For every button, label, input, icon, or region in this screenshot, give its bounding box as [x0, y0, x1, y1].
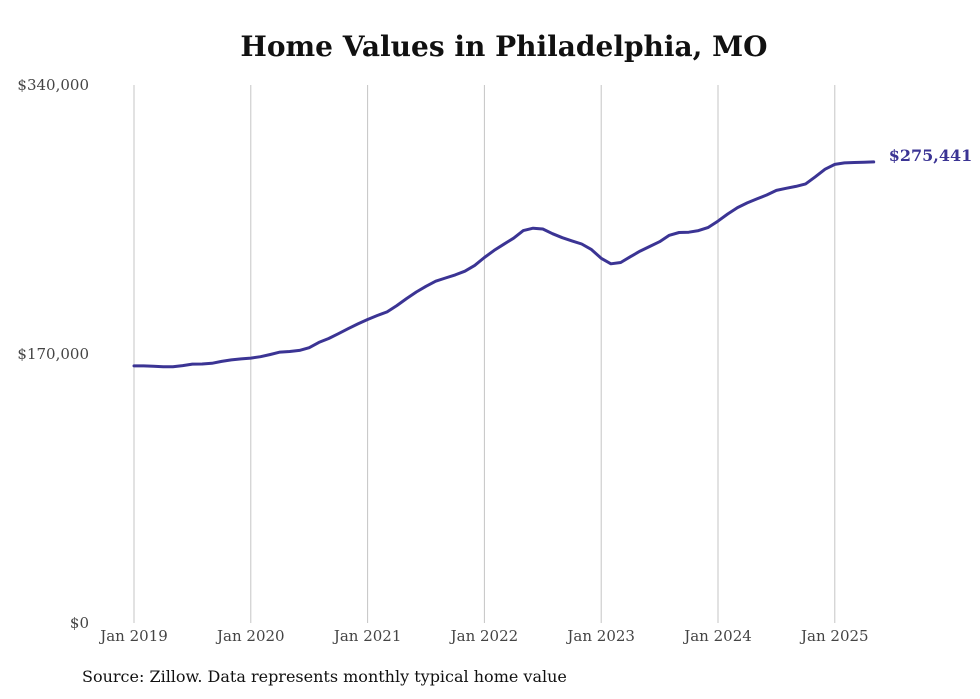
x-tick-label: Jan 2022 [449, 627, 519, 645]
x-tick-label: Jan 2019 [98, 627, 168, 645]
end-labels: $275,441 [889, 146, 973, 165]
y-tick-label: $170,000 [17, 345, 89, 363]
y-tick-label: $0 [70, 614, 89, 632]
y-axis-ticks: $0 $170,000 $340,000 [17, 76, 89, 632]
grid-lines [133, 85, 836, 623]
end-value-label: $275,441 [889, 146, 973, 165]
series-line [132, 160, 876, 369]
x-tick-label: Jan 2024 [682, 627, 752, 645]
x-tick-label: Jan 2020 [215, 627, 285, 645]
chart-title: Home Values in Philadelphia, MO [240, 30, 768, 63]
x-axis-ticks: Jan 2019 Jan 2020 Jan 2021 Jan 2022 Jan 2023… [98, 627, 868, 645]
source-note: Source: Zillow. Data represents monthly … [82, 667, 567, 686]
series-lines [132, 160, 876, 369]
y-tick-label: $340,000 [17, 76, 89, 94]
x-tick-label: Jan 2021 [332, 627, 402, 645]
x-tick-label: Jan 2023 [565, 627, 635, 645]
x-tick-label: Jan 2025 [799, 627, 869, 645]
